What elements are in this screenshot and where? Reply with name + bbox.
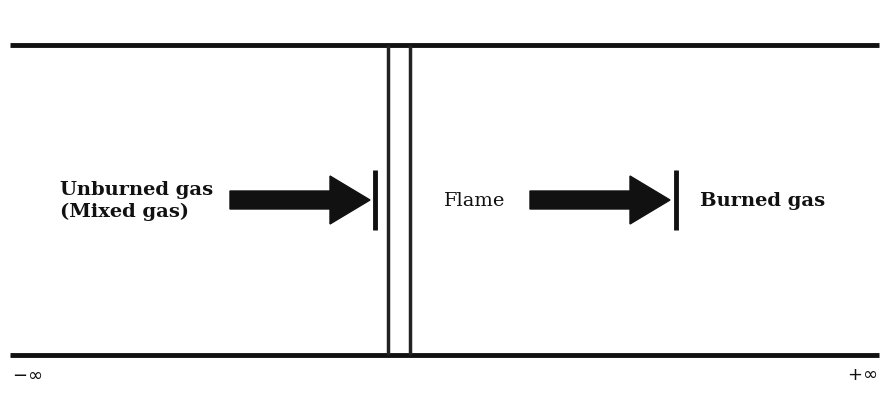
Text: Flame: Flame bbox=[444, 192, 506, 209]
Text: Burned gas: Burned gas bbox=[700, 192, 825, 209]
Text: Unburned gas
(Mixed gas): Unburned gas (Mixed gas) bbox=[60, 181, 213, 220]
Text: $+\infty$: $+\infty$ bbox=[847, 365, 877, 383]
FancyArrow shape bbox=[530, 177, 670, 224]
FancyArrow shape bbox=[230, 177, 370, 224]
Text: $-\infty$: $-\infty$ bbox=[12, 365, 42, 383]
